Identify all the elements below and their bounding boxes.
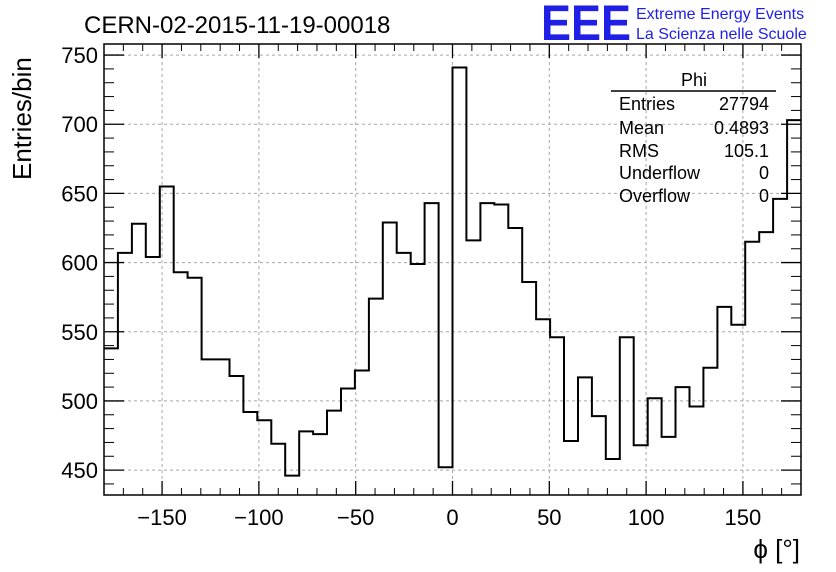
y-tick-label: 550 (61, 320, 98, 345)
chart-title: CERN-02-2015-11-19-00018 (84, 12, 390, 39)
y-tick-label: 650 (61, 181, 98, 206)
stats-value-underflow: 0 (759, 163, 769, 183)
logo-mark: EEE (541, 0, 631, 51)
stats-label-overflow: Overflow (619, 186, 691, 206)
logo-line2: La Scienza nelle Scuole (636, 26, 807, 43)
stats-label-underflow: Underflow (619, 163, 701, 183)
stats-title: Phi (681, 70, 707, 90)
y-axis-label: Entries/bin (7, 57, 37, 180)
x-tick-label: 50 (537, 505, 561, 530)
logo-line1: Extreme Energy Events (636, 6, 804, 23)
stats-value-entries: 27794 (719, 94, 769, 114)
axis-ticks (103, 44, 802, 495)
y-tick-label: 600 (61, 251, 98, 276)
stats-box: Phi Entries 27794 Mean 0.4893 RMS 105.1 … (611, 70, 776, 206)
x-tick-label: 0 (446, 505, 458, 530)
stats-label-entries: Entries (619, 94, 675, 114)
x-tick-label: −100 (234, 505, 284, 530)
stats-label-rms: RMS (619, 141, 659, 161)
y-tick-label: 450 (61, 458, 98, 483)
eee-logo: EEE Extreme Energy Events La Scienza nel… (541, 0, 807, 51)
stats-value-rms: 105.1 (724, 141, 769, 161)
stats-value-overflow: 0 (759, 186, 769, 206)
tick-labels: −150 −100 −50 0 50 100 150 450 500 550 600 650 700 75… (61, 43, 761, 530)
histogram-series (104, 66, 801, 477)
x-axis-label: ϕ [°] (753, 534, 800, 564)
stats-label-mean: Mean (619, 118, 664, 138)
x-tick-label: −50 (337, 505, 374, 530)
y-tick-label: 500 (61, 389, 98, 414)
x-tick-label: 150 (725, 505, 762, 530)
y-tick-label: 700 (61, 112, 98, 137)
stats-value-mean: 0.4893 (714, 118, 769, 138)
x-tick-label: 100 (628, 505, 665, 530)
x-tick-label: −150 (137, 505, 187, 530)
y-tick-label: 750 (61, 43, 98, 68)
